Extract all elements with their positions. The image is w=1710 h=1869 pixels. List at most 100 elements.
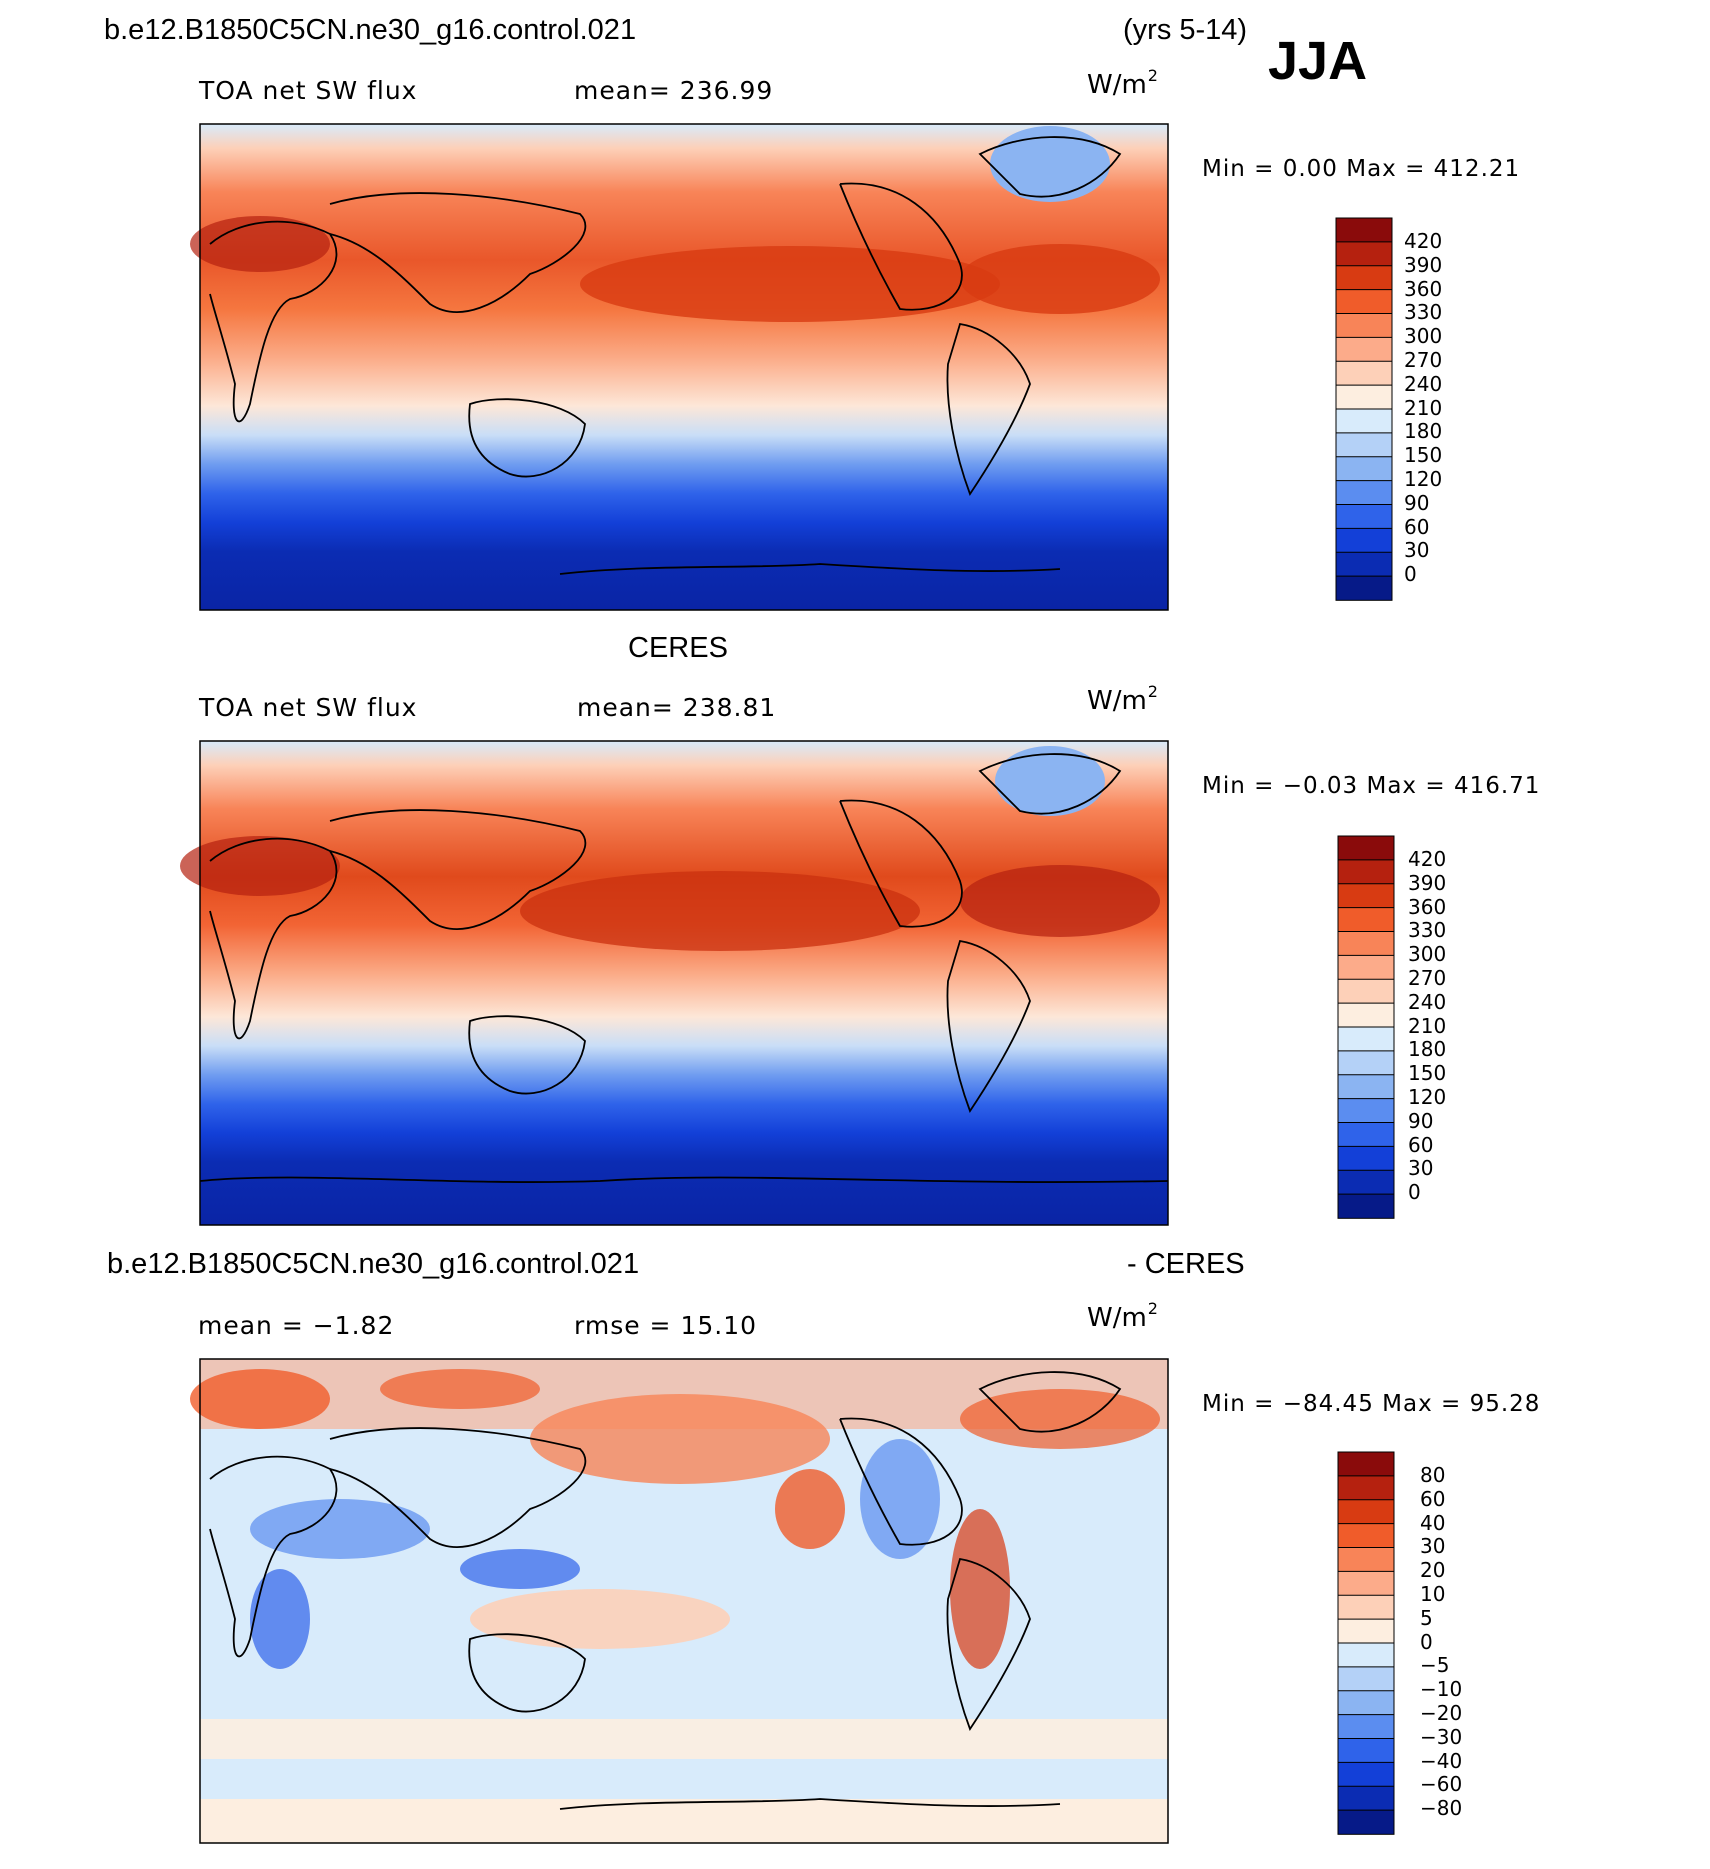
colorbar-tick-label: 330 — [1408, 918, 1447, 943]
colorbar-swatch — [1335, 456, 1393, 482]
panel1-greenland — [990, 126, 1110, 202]
panel2-pacific-max — [520, 871, 920, 951]
panel2-map — [180, 740, 1169, 1226]
colorbar-tick-label: 90 — [1408, 1108, 1434, 1133]
panel1-units: W/m2 — [1087, 66, 1158, 100]
colorbar-tick-label: 390 — [1408, 870, 1447, 895]
panel1-atlantic-max — [960, 244, 1160, 314]
colorbar-swatch — [1337, 1642, 1395, 1668]
colorbar-swatch — [1335, 384, 1393, 410]
colorbar-tick-label: −40 — [1420, 1748, 1463, 1773]
panel3-colorbar — [1337, 1451, 1395, 1835]
colorbar-tick-label: 360 — [1404, 276, 1443, 301]
panel1-minmax: Min = 0.00 Max = 412.21 — [1202, 156, 1521, 182]
colorbar-swatch — [1337, 1026, 1395, 1052]
colorbar-tick-label: 330 — [1404, 300, 1443, 325]
panel1-sahara-max — [190, 216, 330, 272]
colorbar-tick-label: 120 — [1404, 466, 1443, 491]
panel1-colorbar — [1335, 217, 1393, 601]
colorbar-swatch — [1337, 1002, 1395, 1028]
colorbar-tick-label: 300 — [1404, 324, 1443, 349]
panel3-map — [190, 1358, 1169, 1844]
colorbar-swatch — [1337, 859, 1395, 885]
panel2-colorbar — [1337, 835, 1395, 1219]
colorbar-swatch — [1337, 883, 1395, 909]
colorbar-tick-label: 20 — [1420, 1558, 1446, 1583]
colorbar-tick-label: −80 — [1420, 1796, 1463, 1821]
panel2-greenland — [995, 746, 1105, 816]
colorbar-tick-label: 360 — [1408, 894, 1447, 919]
panel3-minmax: Min = −84.45 Max = 95.28 — [1202, 1391, 1541, 1417]
panel3-colorbar-labels: 80 60 40 30 20 10 5 0 −5 −10 −20 −30 −40 −60 −80 — [1420, 1463, 1463, 1821]
panel3-coastlines — [209, 1371, 1122, 1810]
colorbar-tick-label: −20 — [1420, 1700, 1463, 1725]
colorbar-swatch — [1337, 954, 1395, 981]
colorbar-swatch — [1337, 1618, 1395, 1644]
colorbar-swatch — [1335, 289, 1393, 315]
colorbar-tick-label: 90 — [1404, 490, 1430, 515]
colorbar-swatch — [1337, 1169, 1395, 1195]
panel2-variable-label: TOA net SW flux — [199, 693, 418, 722]
panel1-colorbar-labels: 420 390 360 330 300 270 240 210 180 150 120 90 60 30 0 — [1404, 229, 1443, 587]
colorbar-tick-label: 210 — [1408, 1013, 1447, 1038]
colorbar-tick-label: 240 — [1408, 989, 1447, 1014]
colorbar-tick-label: −10 — [1420, 1677, 1463, 1702]
panel1-variable-label: TOA net SW flux — [199, 76, 418, 105]
panel2-title: CERES — [628, 632, 728, 664]
colorbar-swatch — [1337, 1690, 1395, 1716]
panel2-units: W/m2 — [1087, 682, 1158, 716]
colorbar-swatch — [1335, 217, 1393, 243]
colorbar-tick-label: 80 — [1420, 1463, 1446, 1487]
colorbar-tick-label: 150 — [1404, 443, 1443, 468]
colorbar-tick-label: 30 — [1408, 1156, 1434, 1181]
colorbar-swatch — [1337, 1761, 1395, 1788]
colorbar-swatch — [1337, 1714, 1395, 1740]
colorbar-swatch — [1337, 1738, 1395, 1764]
colorbar-tick-label: 180 — [1408, 1037, 1447, 1062]
colorbar-swatch — [1337, 1570, 1395, 1597]
panel1-mean-label: mean= 236.99 — [574, 76, 774, 105]
colorbar-swatch — [1337, 835, 1395, 861]
colorbar-tick-label: 30 — [1404, 538, 1430, 563]
panel3-units: W/m2 — [1087, 1299, 1158, 1333]
case-title: b.e12.B1850C5CN.ne30_g16.control.021 — [104, 14, 637, 46]
colorbar-swatch — [1337, 1122, 1395, 1148]
colorbar-tick-label: 390 — [1404, 252, 1443, 277]
panel3-mean-label: mean = −1.82 — [198, 1311, 395, 1340]
colorbar-swatch — [1337, 1499, 1395, 1525]
panel2-atlantic-max — [960, 865, 1160, 937]
panel2-minmax: Min = −0.03 Max = 416.71 — [1202, 773, 1541, 799]
colorbar-tick-label: 270 — [1408, 965, 1447, 990]
colorbar-swatch — [1337, 1074, 1395, 1100]
colorbar-swatch — [1335, 408, 1393, 434]
colorbar-tick-label: −30 — [1420, 1724, 1463, 1749]
colorbar-tick-label: 0 — [1404, 562, 1417, 587]
colorbar-tick-label: 10 — [1420, 1581, 1446, 1606]
colorbar-swatch — [1337, 1785, 1395, 1811]
colorbar-swatch — [1335, 360, 1393, 386]
colorbar-tick-label: −60 — [1420, 1772, 1463, 1797]
panel3-title-left: b.e12.B1850C5CN.ne30_g16.control.021 — [107, 1248, 640, 1280]
colorbar-swatch — [1337, 1145, 1395, 1172]
colorbar-swatch — [1335, 575, 1393, 601]
colorbar-tick-label: 60 — [1408, 1132, 1434, 1157]
colorbar-swatch — [1337, 1523, 1395, 1549]
colorbar-swatch — [1337, 1475, 1395, 1501]
colorbar-tick-label: 210 — [1404, 395, 1443, 420]
colorbar-swatch — [1337, 1098, 1395, 1124]
colorbar-swatch — [1337, 1050, 1395, 1076]
colorbar-swatch — [1337, 1594, 1395, 1620]
colorbar-swatch — [1335, 336, 1393, 363]
colorbar-swatch — [1335, 241, 1393, 267]
colorbar-swatch — [1335, 313, 1393, 339]
colorbar-tick-label: 240 — [1404, 371, 1443, 396]
colorbar-tick-label: 420 — [1408, 847, 1447, 871]
colorbar-swatch — [1337, 907, 1395, 933]
panel1-map — [190, 123, 1169, 611]
colorbar-swatch — [1337, 1193, 1395, 1219]
colorbar-tick-label: 0 — [1408, 1180, 1421, 1205]
colorbar-tick-label: 30 — [1420, 1534, 1446, 1559]
panel3-anomaly-patches — [190, 1359, 1168, 1843]
colorbar-tick-label: 120 — [1408, 1084, 1447, 1109]
colorbar-tick-label: 420 — [1404, 229, 1443, 253]
